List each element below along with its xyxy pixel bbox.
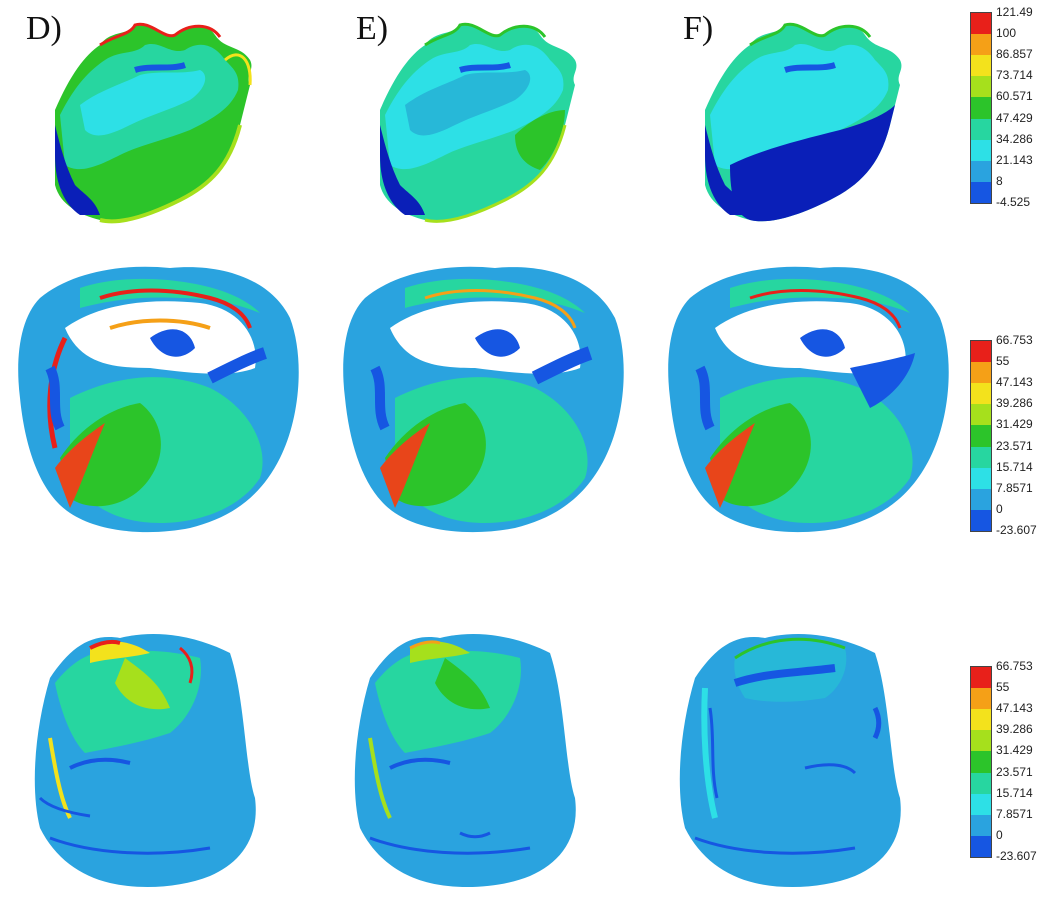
legend-tick-label: -23.607 [996,849,1037,863]
legend-color-band [971,709,991,731]
legend-color-band [971,835,991,857]
legend-color-band [971,34,991,56]
restoration-model-d [55,22,252,224]
legend-tick-label: 0 [996,501,1003,516]
legend-color-band [971,118,991,140]
legend-tick-label: 8 [996,173,1003,188]
legend-tick-label: 23.571 [996,764,1033,779]
legend-color-band [971,814,991,836]
legend-color-band [971,55,991,77]
legend-tick-label: 21.143 [996,152,1033,167]
legend-color-band [971,139,991,161]
tooth-side-model-e [354,633,576,888]
tooth-crown-model-d [18,266,299,533]
legend-color-band [971,467,991,489]
legend-color-band [971,341,991,363]
legend-color-band [971,688,991,710]
legend-tick-label: -23.607 [996,523,1037,537]
panel-label-f: F) [683,10,714,47]
color-legend-top: 121.49 100 86.857 73.714 60.571 47.429 34.286 2… [970,6,1055,217]
legend-tick-label: 39.286 [996,396,1033,411]
legend-color-band [971,362,991,384]
legend-color-band [971,425,991,447]
legend-color-bar [970,666,992,858]
legend-tick-label: 23.571 [996,438,1033,453]
tooth-side-model-d [34,633,256,888]
tooth-side-model-f [679,633,901,888]
legend-color-band [971,97,991,119]
legend-tick-label: 34.286 [996,131,1033,146]
restoration-model-f [705,22,902,222]
legend-color-band [971,751,991,773]
legend-color-bar [970,340,992,532]
legend-tick-label: 7.8571 [996,480,1033,495]
legend-tick-label: 73.714 [996,68,1033,83]
legend-tick-label: 0 [996,827,1003,842]
legend-tick-label: 15.714 [996,785,1033,800]
legend-tick-label: 86.857 [996,47,1033,62]
tooth-crown-model-f [668,266,949,533]
legend-color-band [971,160,991,182]
legend-color-band [971,13,991,35]
panel-label-e: E) [356,10,389,47]
color-legend-middle: 66.753 55 47.143 39.286 31.429 23.571 15.714 7.… [970,334,1055,545]
legend-tick-label: 66.753 [996,659,1033,673]
legend-color-band [971,509,991,531]
legend-tick-label: -4.525 [996,195,1031,209]
legend-tick-label: 55 [996,680,1010,695]
legend-tick-label: 47.429 [996,110,1033,125]
legend-color-band [971,404,991,426]
legend-color-band [971,667,991,689]
legend-color-band [971,772,991,794]
legend-tick-label: 47.143 [996,701,1033,716]
legend-tick-label: 55 [996,354,1010,369]
legend-color-band [971,446,991,468]
legend-tick-label: 7.8571 [996,806,1033,821]
legend-tick-label: 15.714 [996,459,1033,474]
color-legend-bottom: 66.753 55 47.143 39.286 31.429 23.571 15.714 7.… [970,660,1055,871]
legend-tick-label: 100 [996,26,1017,41]
restoration-model-e [380,22,577,223]
legend-color-band [971,488,991,510]
panel-label-d: D) [26,10,62,47]
legend-color-band [971,181,991,203]
legend-tick-label: 47.143 [996,375,1033,390]
legend-tick-label: 66.753 [996,333,1033,347]
legend-tick-label: 31.429 [996,743,1033,758]
legend-color-band [971,76,991,98]
legend-color-bar [970,12,992,204]
legend-tick-label: 31.429 [996,417,1033,432]
legend-tick-label: 39.286 [996,722,1033,737]
legend-color-band [971,793,991,815]
tooth-crown-model-e [343,266,624,533]
legend-color-band [971,730,991,752]
legend-tick-label: 60.571 [996,89,1033,104]
legend-color-band [971,383,991,405]
legend-tick-label: 121.49 [996,5,1033,19]
